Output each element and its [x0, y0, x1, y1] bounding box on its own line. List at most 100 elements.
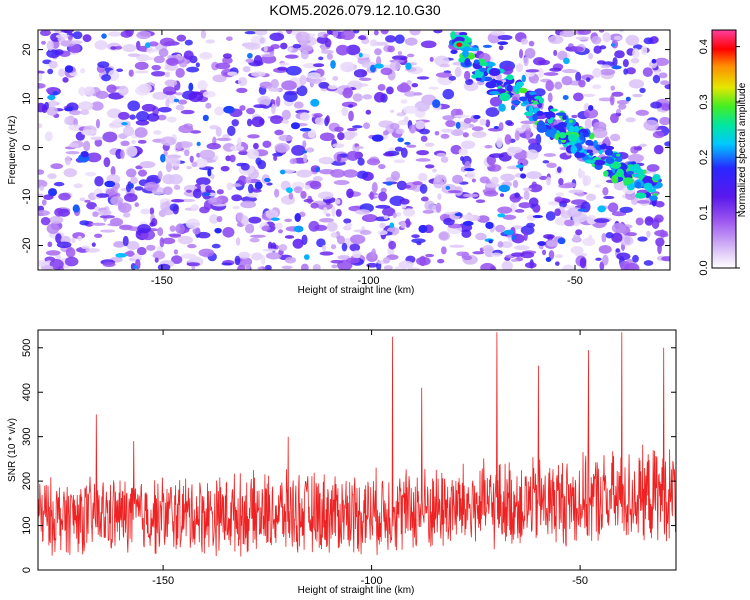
spectrogram-cell — [299, 127, 312, 132]
spectrogram-cell — [57, 37, 66, 42]
spectrogram-cell — [341, 107, 349, 116]
spectrogram-cell — [205, 185, 212, 193]
spectrogram-cell — [146, 244, 156, 251]
x-tick-label: -50 — [572, 575, 588, 587]
spectrogram-cell — [554, 208, 561, 217]
spectrogram-cell — [278, 244, 288, 252]
spectrogram-cell — [184, 39, 193, 46]
spectrogram-cell — [225, 36, 233, 41]
spectrogram-cell — [186, 66, 200, 73]
spectrogram-cell — [247, 52, 253, 59]
spectrogram-cell — [525, 126, 532, 138]
spectrogram-ridge-cell — [584, 159, 596, 164]
spectrogram-cell — [642, 67, 653, 77]
spectrogram-cell — [94, 233, 103, 239]
spectrogram-cell — [592, 67, 602, 78]
spectrogram-cell — [571, 114, 578, 119]
spectrogram-cell — [659, 116, 670, 126]
spectrogram-cell — [600, 68, 616, 76]
spectrogram-cell — [342, 225, 352, 231]
spectrogram-cell — [464, 167, 475, 172]
spectrogram-cell — [274, 188, 280, 198]
spectrogram-cell — [190, 204, 199, 212]
spectrogram-ridge-cell — [643, 182, 653, 191]
spectrogram-ridge-cell — [582, 132, 589, 137]
spectrogram-cell — [65, 247, 76, 258]
spectrogram-cell — [625, 96, 631, 102]
spectrogram-cell — [487, 127, 503, 132]
spectrogram-cell — [115, 253, 127, 258]
snr-panel: -150 -100 -50 0 100 200 300 400 500 Height of s… — [7, 329, 677, 596]
spectrogram-cell — [354, 146, 364, 150]
spectrogram-cell — [269, 32, 285, 42]
spectrogram-ridge-cell — [586, 149, 593, 154]
spectrogram-cell — [409, 30, 421, 36]
spectrogram-cell — [369, 64, 377, 73]
spectrogram-cell — [180, 109, 195, 115]
spectrogram-cell — [312, 175, 323, 182]
spectrogram-cell — [520, 120, 536, 125]
spectrogram-cell — [498, 45, 504, 51]
spectrogram-ridge-cell — [538, 97, 545, 104]
spectrogram-cell — [139, 161, 156, 169]
spectrogram-cell — [94, 138, 103, 147]
spectrogram-cell — [50, 163, 64, 170]
spectrogram-cell — [644, 216, 654, 226]
spectrogram-cell — [152, 91, 169, 100]
spectrogram-cell — [357, 157, 365, 166]
spectrogram-cell — [546, 176, 552, 186]
spectrogram-cell — [293, 225, 304, 233]
spectrogram-cell — [188, 91, 204, 103]
spectrogram-cell — [162, 86, 177, 96]
spectrogram-cell — [604, 136, 610, 146]
spectrogram-cell — [570, 46, 584, 53]
spectrogram-cell — [488, 239, 493, 244]
spectrogram-cell — [172, 204, 179, 215]
spectrogram-cell — [658, 72, 668, 79]
spectrogram-cell — [223, 105, 235, 114]
spectrogram-cell — [593, 121, 607, 131]
spectrogram-cell — [40, 217, 51, 226]
spectrogram-cell — [47, 241, 53, 248]
spectrogram-cell — [296, 169, 313, 178]
spectrogram-cell — [189, 155, 194, 163]
spectrogram-cell — [440, 156, 449, 163]
spectrogram-cell — [64, 256, 79, 267]
spectrogram-cell — [151, 64, 161, 71]
spectrogram-ridge-cell — [635, 181, 642, 189]
spectrogram-cell — [407, 267, 420, 270]
spectrogram-cell — [240, 162, 250, 171]
spectrogram-cell — [140, 208, 151, 215]
spectrogram-cell — [121, 121, 128, 126]
spectrogram-ridge-cell — [488, 91, 500, 95]
spectrogram-cell — [166, 57, 179, 66]
spectrogram-cell — [235, 237, 241, 246]
spectrogram-cell — [327, 84, 338, 90]
spectrogram-cell — [293, 186, 303, 194]
spectrogram-cell — [335, 44, 350, 56]
spectrogram-ridge-cell — [549, 108, 558, 112]
spectrogram-cell — [379, 222, 386, 229]
spectrogram-cell — [373, 92, 386, 103]
spectrogram-cell — [91, 101, 104, 111]
spectrogram-cell — [178, 99, 188, 105]
spectrogram-cell — [45, 250, 61, 256]
spectrogram-cell — [485, 119, 491, 128]
spectrogram-cell — [65, 151, 80, 155]
spectrogram-cell — [382, 257, 391, 264]
spectrogram-cell — [650, 101, 662, 109]
spectrogram-cell — [205, 39, 216, 44]
spectrogram-cell — [352, 93, 363, 102]
spectrogram-cell — [525, 69, 541, 73]
spectrogram-cell — [346, 188, 354, 199]
spectrogram-cell — [330, 232, 338, 238]
spectrogram-cell — [611, 65, 622, 70]
spectrogram-cell — [126, 240, 140, 250]
spectrogram-cell — [178, 124, 194, 134]
spectrogram-cell — [251, 116, 265, 128]
spectrogram-x-ticks: -150 -100 -50 — [151, 30, 583, 287]
spectrogram-cell — [636, 200, 650, 204]
spectrogram-cell — [44, 131, 53, 142]
spectrogram-cell — [415, 158, 431, 162]
spectrogram-ridge-cell — [638, 174, 643, 181]
